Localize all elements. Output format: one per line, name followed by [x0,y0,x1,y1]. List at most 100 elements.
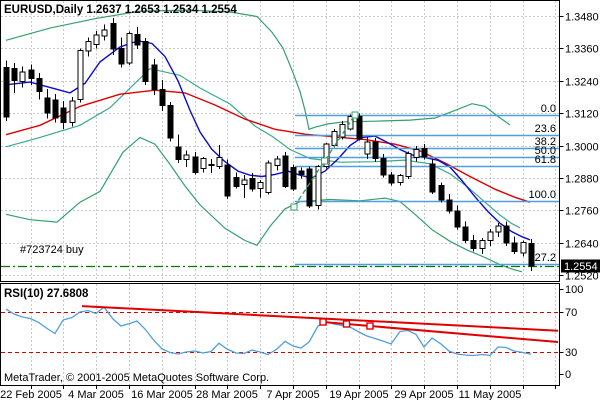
bearish-candle [470,240,477,250]
bullish-candle [216,156,223,168]
bearish-candle [528,242,535,267]
time-axis-label: 4 Mar 2005 [68,389,124,400]
bearish-candle [175,146,182,161]
time-axis-label: 22 Feb 2005 [0,389,62,400]
time-axis-label: 19 Apr 2005 [329,389,388,400]
bullish-candle [315,166,322,206]
bullish-candle [101,29,108,37]
bearish-candle [134,33,141,46]
chart-title-ohlc: EURUSD,Daily 1.2637 1.2653 1.2534 1.2554 [4,4,237,16]
rsi-scale-label: 0 [565,369,571,381]
bearish-candle [388,174,395,184]
bearish-candle [44,97,51,114]
slow-ma-line [5,89,531,203]
bearish-candle [298,170,305,176]
bearish-candle [421,148,428,158]
bullish-candle [274,158,281,167]
bollinger-middle-band [5,67,521,229]
rsi-scale-label: 30 [565,347,577,359]
bearish-candle [233,176,240,188]
bearish-candle [511,242,518,252]
current-price-tag [561,259,600,273]
bearish-candle [192,156,199,173]
bullish-candle [77,50,84,101]
price-axis-label: 1.2880 [565,174,599,186]
time-axis[interactable]: 22 Feb 2005 4 Mar 2005 16 Mar 2005 28 Mar 2… [0,385,556,400]
copyright-text: MetaTrader, © 2001-2005 MetaQuotes Softw… [4,372,269,384]
bullish-candle [93,34,100,45]
price-axis[interactable]: 1.3480 1.3360 1.3240 1.3120 1.3000 1.2880 1.27… [559,12,600,283]
fib-level-label: 23.6 [535,123,556,135]
current-price-text: 1.2554 [564,261,598,273]
bullish-candle [487,231,494,241]
trendline-drag-handle[interactable] [342,320,351,328]
bearish-candle [28,69,35,80]
price-axis-label: 1.2640 [565,239,599,251]
bearish-candle [167,105,174,139]
rsi-scale-label: 100 [565,284,583,296]
main-gridlines [1,1,559,281]
bearish-candle [290,167,297,190]
fib-level-label: 38.2 [535,136,556,148]
bullish-candle [126,33,133,64]
bearish-candle [224,164,231,197]
price-axis-label: 1.3480 [565,12,599,24]
bullish-candle [495,225,502,233]
bearish-candle [446,199,453,212]
price-axis-label: 1.3360 [565,44,599,56]
price-axis-label: 1.3000 [565,142,599,154]
fib-level-label: 127.2 [528,252,556,264]
bullish-candle [323,143,330,168]
bullish-candle [364,141,371,155]
bullish-candle [413,149,420,159]
bullish-candle [257,182,264,190]
bullish-candle [520,242,527,254]
time-axis-label: 11 May 2005 [459,389,522,400]
bullish-candle [85,41,92,52]
bullish-candle [241,179,248,186]
trendline-drag-handle[interactable] [366,322,374,330]
rsi-trendlines[interactable] [81,305,559,343]
bollinger-lower-band [5,136,523,273]
bearish-candle [503,225,510,244]
bollinger-upper-band [5,9,511,131]
price-axis-label: 1.3120 [565,109,599,121]
fib-drag-handle[interactable] [321,157,328,165]
buy-order-label: #723724 buy [20,244,84,256]
time-axis-label: 16 Mar 2005 [131,389,193,400]
rsi-scale-axis[interactable]: 100 70 30 0 [559,284,584,381]
fib-level-label: 100.0 [528,189,556,201]
bearish-candle [60,107,67,124]
fibonacci-anchor-trendline[interactable] [290,111,359,211]
main-price-pane[interactable] [0,0,560,282]
trendline-drag-handle[interactable] [319,318,327,326]
bearish-candle [52,99,59,119]
time-axis-label: 7 Apr 2005 [266,389,319,400]
bullish-candle [69,100,76,124]
candlestick-series [3,18,535,272]
bullish-candle [347,115,354,130]
bearish-candle [3,66,10,118]
bullish-candle [479,240,486,250]
rsi-gridlines [31,284,556,385]
bearish-candle [249,177,256,190]
fib-anchor-dashed-line[interactable] [293,114,356,208]
bullish-candle [208,163,215,166]
bearish-candle [429,163,436,193]
bearish-candle [110,23,117,50]
bullish-candle [19,71,26,82]
fib-drag-handle[interactable] [290,203,298,211]
rsi-trendline[interactable] [322,321,559,343]
fibonacci-retracement-lines[interactable] [295,114,559,266]
fib-drag-handle[interactable] [351,111,359,119]
bearish-candle [454,210,461,228]
bearish-candle [380,158,387,176]
bearish-candle [438,184,445,201]
fib-level-label: 61.8 [535,154,556,166]
rsi-line [5,306,532,357]
bullish-candle [200,158,207,169]
price-axis-label: 1.3240 [565,77,599,89]
bearish-candle [462,226,469,241]
